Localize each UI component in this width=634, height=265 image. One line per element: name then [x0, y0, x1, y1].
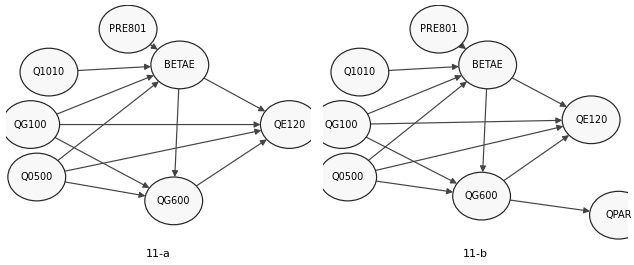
Text: BETAE: BETAE: [472, 60, 503, 70]
Text: QPAR: QPAR: [605, 210, 631, 220]
Ellipse shape: [562, 96, 620, 144]
Text: QE120: QE120: [575, 115, 607, 125]
Ellipse shape: [590, 191, 634, 239]
Ellipse shape: [261, 101, 318, 148]
Ellipse shape: [331, 48, 389, 96]
Text: QG100: QG100: [325, 120, 358, 130]
Ellipse shape: [145, 177, 203, 225]
Text: QG100: QG100: [14, 120, 48, 130]
Ellipse shape: [459, 41, 517, 89]
Ellipse shape: [2, 101, 60, 148]
Ellipse shape: [453, 172, 510, 220]
Ellipse shape: [313, 101, 370, 148]
Text: PRE801: PRE801: [110, 24, 146, 34]
Text: Q0500: Q0500: [332, 172, 364, 182]
Ellipse shape: [8, 153, 66, 201]
Ellipse shape: [319, 153, 377, 201]
Text: Q0500: Q0500: [21, 172, 53, 182]
Text: Q1010: Q1010: [33, 67, 65, 77]
Text: QG600: QG600: [465, 191, 498, 201]
Text: 11-b: 11-b: [463, 249, 488, 259]
Text: BETAE: BETAE: [164, 60, 195, 70]
Ellipse shape: [20, 48, 78, 96]
Text: QG600: QG600: [157, 196, 190, 206]
Ellipse shape: [410, 5, 468, 53]
Ellipse shape: [99, 5, 157, 53]
Text: PRE801: PRE801: [420, 24, 458, 34]
Text: 11-a: 11-a: [146, 249, 171, 259]
Text: Q1010: Q1010: [344, 67, 376, 77]
Ellipse shape: [151, 41, 209, 89]
Text: QE120: QE120: [273, 120, 306, 130]
